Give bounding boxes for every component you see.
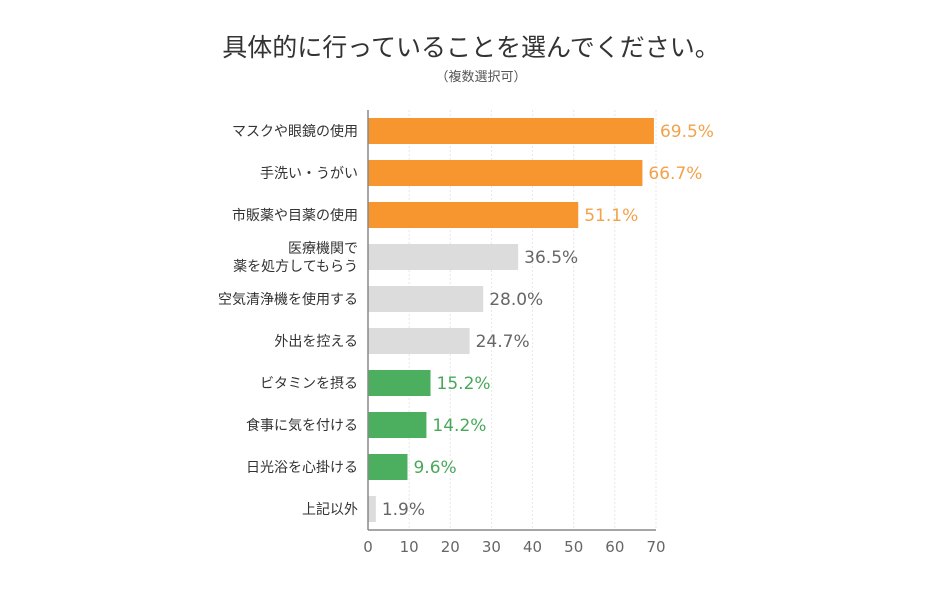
x-tick-label: 20 [441,538,460,556]
x-tick-label: 60 [605,538,624,556]
bar [368,328,470,354]
category-label: 空気清浄機を使用する [218,291,358,308]
category-label: マスクや眼鏡の使用 [232,123,358,140]
bar [368,370,431,396]
category-label: 薬を処方してもらう [233,259,358,275]
chart-title: 具体的に行っていることを選んでください。 [222,33,720,62]
x-tick-label: 10 [400,538,419,556]
bar [368,286,484,312]
chart-subtitle: （複数選択可） [435,70,527,85]
bar [368,202,579,228]
data-label: 1.9% [382,500,425,520]
category-label: 外出を控える [274,334,358,350]
category-label: 日光浴を心掛ける [246,460,358,476]
x-tick-label: 40 [523,538,542,556]
bar [368,454,408,480]
data-label: 69.5% [660,122,714,142]
data-label: 28.0% [489,290,543,310]
category-label: 医療機関で [288,240,358,257]
category-label: 市販薬や目薬の使用 [232,207,358,224]
bar [368,118,654,144]
x-tick-label: 50 [564,538,583,556]
category-label: 食事に気を付ける [246,417,358,434]
bar [368,244,519,270]
data-label: 66.7% [648,164,702,184]
category-label: 上記以外 [302,501,358,518]
bar [368,412,427,438]
data-label: 14.2% [432,416,486,436]
x-tick-label: 70 [646,538,665,556]
data-label: 15.2% [437,374,491,394]
data-label: 24.7% [476,332,530,352]
category-label: 手洗い・うがい [260,166,358,182]
data-label: 51.1% [584,206,638,226]
bar [368,160,643,186]
category-label: ビタミンを摂る [260,376,358,392]
bar [368,496,376,522]
x-tick-label: 0 [363,538,373,556]
data-label: 9.6% [413,458,456,478]
x-tick-label: 30 [482,538,501,556]
data-label: 36.5% [524,248,578,268]
